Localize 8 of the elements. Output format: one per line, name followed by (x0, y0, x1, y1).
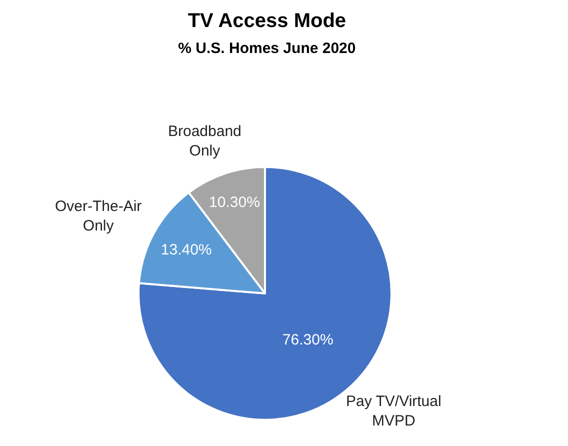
data-label: 76.30% (282, 331, 334, 348)
chart-subtitle: % U.S. Homes June 2020 (178, 40, 356, 57)
slice-label: Over-The-Air Only (55, 198, 142, 234)
slice-label: Broadband Only (168, 123, 242, 160)
data-label: 10.30% (209, 194, 260, 211)
data-label: 13.40% (160, 242, 212, 259)
chart-title: TV Access Mode (188, 10, 346, 32)
slice-label: Pay TV/Virtual MVPD (346, 393, 442, 430)
